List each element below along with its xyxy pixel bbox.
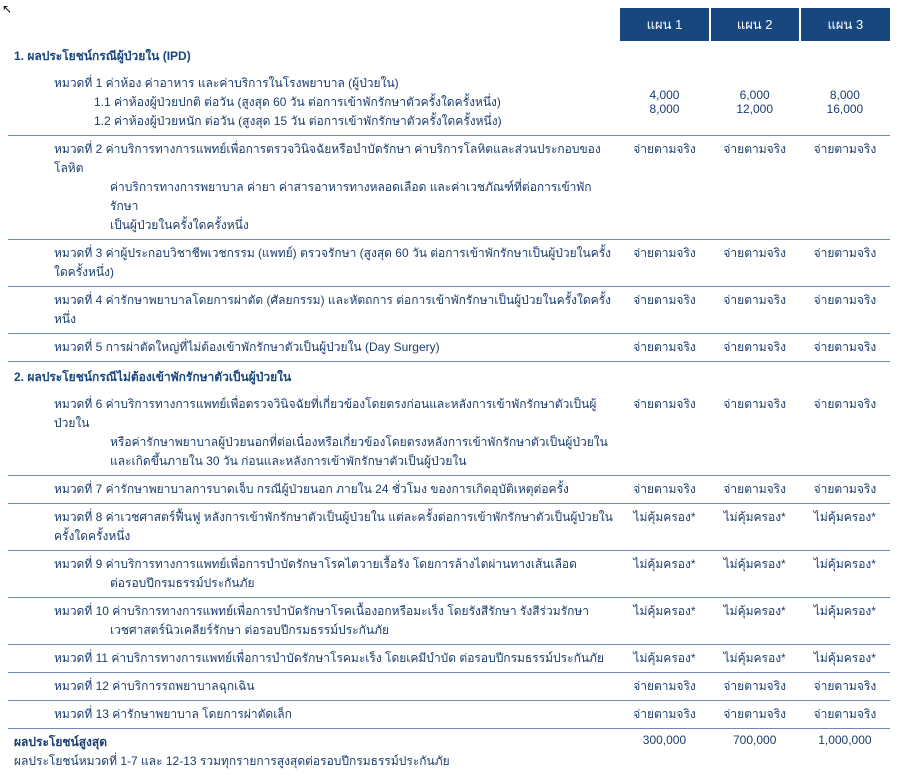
plan3-header: แผน 3 [800,8,890,41]
r1-p3a: 8,000 [806,88,884,102]
r8-p1: ไม่คุ้มครอง* [619,504,709,551]
r3-l1: หมวดที่ 3 ค่าผู้ประกอบวิชาชีพเวชกรรม (แพ… [14,244,613,282]
r5-p1: จ่ายตามจริง [619,334,709,362]
r6-l1: หมวดที่ 6 ค่าบริการทางการแพทย์เพื่อตรวจว… [14,395,613,433]
r12-p3: จ่ายตามจริง [800,673,890,701]
r13-p3: จ่ายตามจริง [800,701,890,729]
section-2: 2. ผลประโยชน์กรณีไม่ต้องเข้าพักรักษาตัวเ… [8,362,890,392]
r7-p3: จ่ายตามจริง [800,476,890,504]
row-12: หมวดที่ 12 ค่าบริการรถพยาบาลฉุกเฉิน จ่าย… [8,673,890,701]
row-6: หมวดที่ 6 ค่าบริการทางการแพทย์เพื่อตรวจว… [8,391,890,476]
row-1: หมวดที่ 1 ค่าห้อง ค่าอาหาร และค่าบริการใ… [8,70,890,136]
r4-p3: จ่ายตามจริง [800,287,890,334]
r11-p1: ไม่คุ้มครอง* [619,645,709,673]
r2-l3: เป็นผู้ป่วยในครั้งใดครั้งหนึ่ง [14,216,613,235]
r1-l1: หมวดที่ 1 ค่าห้อง ค่าอาหาร และค่าบริการใ… [14,74,613,93]
r5-p3: จ่ายตามจริง [800,334,890,362]
r2-p2: จ่ายตามจริง [710,136,800,240]
header-row: แผน 1 แผน 2 แผน 3 [8,8,890,41]
r12-p2: จ่ายตามจริง [710,673,800,701]
r1-l3: 1.2 ค่าห้องผู้ป่วยหนัก ต่อวัน (สูงสุด 15… [14,112,613,131]
row-max: ผลประโยชน์สูงสุด ผลประโยชน์หมวดที่ 1-7 แ… [8,729,890,776]
section-1-title: 1. ผลประโยชน์กรณีผู้ป่วยใน (IPD) [14,49,191,63]
row-2: หมวดที่ 2 ค่าบริการทางการแพทย์เพื่อการตร… [8,136,890,240]
r12-l1: หมวดที่ 12 ค่าบริการรถพยาบาลฉุกเฉิน [14,677,613,696]
max-p1: 300,000 [619,729,709,776]
r1-l2: 1.1 ค่าห้องผู้ป่วยปกติ ต่อวัน (สูงสุด 60… [14,93,613,112]
r4-p1: จ่ายตามจริง [619,287,709,334]
row-7: หมวดที่ 7 ค่ารักษาพยาบาลการบาดเจ็บ กรณีผ… [8,476,890,504]
section-1: 1. ผลประโยชน์กรณีผู้ป่วยใน (IPD) [8,41,890,70]
r11-p3: ไม่คุ้มครอง* [800,645,890,673]
plan2-header: แผน 2 [710,8,800,41]
blank-header [8,8,619,41]
r9-l1: หมวดที่ 9 ค่าบริการทางการแพทย์เพื่อการบำ… [14,555,613,574]
r3-p2: จ่ายตามจริง [710,240,800,287]
r2-p1: จ่ายตามจริง [619,136,709,240]
r9-l2: ต่อรอบปีกรมธรรม์ประกันภัย [14,574,613,593]
r9-p1: ไม่คุ้มครอง* [619,551,709,598]
row-10: หมวดที่ 10 ค่าบริการทางการแพทย์เพื่อการบ… [8,598,890,645]
r3-p3: จ่ายตามจริง [800,240,890,287]
r1-p1a: 4,000 [625,88,703,102]
r1-p3b: 16,000 [806,102,884,116]
cursor-icon: ↖ [2,2,12,16]
row-4: หมวดที่ 4 ค่ารักษาพยาบาลโดยการผ่าตัด (ศั… [8,287,890,334]
r9-p2: ไม่คุ้มครอง* [710,551,800,598]
r13-p1: จ่ายตามจริง [619,701,709,729]
r9-p3: ไม่คุ้มครอง* [800,551,890,598]
r10-p3: ไม่คุ้มครอง* [800,598,890,645]
max-sub: ผลประโยชน์หมวดที่ 1-7 และ 12-13 รวมทุกรา… [14,754,450,768]
r1-p2b: 12,000 [716,102,794,116]
r12-p1: จ่ายตามจริง [619,673,709,701]
row-9: หมวดที่ 9 ค่าบริการทางการแพทย์เพื่อการบำ… [8,551,890,598]
max-title: ผลประโยชน์สูงสุด [14,735,107,749]
row-8: หมวดที่ 8 ค่าเวชศาสตร์ฟื้นฟู หลังการเข้า… [8,504,890,551]
r13-l1: หมวดที่ 13 ค่ารักษาพยาบาล โดยการผ่าตัดเล… [14,705,613,724]
r11-l1: หมวดที่ 11 ค่าบริการทางการแพทย์เพื่อการบ… [14,649,613,668]
r5-l1: หมวดที่ 5 การผ่าตัดใหญ่ที่ไม่ต้องเข้าพัก… [14,338,613,357]
row-13: หมวดที่ 13 ค่ารักษาพยาบาล โดยการผ่าตัดเล… [8,701,890,729]
max-p2: 700,000 [710,729,800,776]
row-5: หมวดที่ 5 การผ่าตัดใหญ่ที่ไม่ต้องเข้าพัก… [8,334,890,362]
r3-p1: จ่ายตามจริง [619,240,709,287]
r4-p2: จ่ายตามจริง [710,287,800,334]
r4-l1: หมวดที่ 4 ค่ารักษาพยาบาลโดยการผ่าตัด (ศั… [14,291,613,329]
r7-l1: หมวดที่ 7 ค่ารักษาพยาบาลการบาดเจ็บ กรณีผ… [14,480,613,499]
r11-p2: ไม่คุ้มครอง* [710,645,800,673]
r5-p2: จ่ายตามจริง [710,334,800,362]
section-2-title: 2. ผลประโยชน์กรณีไม่ต้องเข้าพักรักษาตัวเ… [14,370,291,384]
row-11: หมวดที่ 11 ค่าบริการทางการแพทย์เพื่อการบ… [8,645,890,673]
r7-p1: จ่ายตามจริง [619,476,709,504]
r1-p2a: 6,000 [716,88,794,102]
benefits-table: แผน 1 แผน 2 แผน 3 1. ผลประโยชน์กรณีผู้ป่… [8,8,890,775]
r6-p2: จ่ายตามจริง [710,391,800,476]
r13-p2: จ่ายตามจริง [710,701,800,729]
r2-l1: หมวดที่ 2 ค่าบริการทางการแพทย์เพื่อการตร… [14,140,613,178]
r6-p3: จ่ายตามจริง [800,391,890,476]
r8-p3: ไม่คุ้มครอง* [800,504,890,551]
r10-p1: ไม่คุ้มครอง* [619,598,709,645]
r2-p3: จ่ายตามจริง [800,136,890,240]
r2-l2: ค่าบริการทางการพยาบาล ค่ายา ค่าสารอาหารท… [14,178,613,216]
r8-p2: ไม่คุ้มครอง* [710,504,800,551]
r10-l2: เวชศาสตร์นิวเคลียร์รักษา ต่อรอบปีกรมธรรม… [14,621,613,640]
max-p3: 1,000,000 [800,729,890,776]
plan1-header: แผน 1 [619,8,709,41]
r6-l2: หรือค่ารักษาพยาบาลผู้ป่วยนอกที่ต่อเนื่อง… [14,433,613,452]
r10-p2: ไม่คุ้มครอง* [710,598,800,645]
r1-p1b: 8,000 [625,102,703,116]
r7-p2: จ่ายตามจริง [710,476,800,504]
r6-p1: จ่ายตามจริง [619,391,709,476]
r6-l3: และเกิดขึ้นภายใน 30 วัน ก่อนและหลังการเข… [14,452,613,471]
r8-l1: หมวดที่ 8 ค่าเวชศาสตร์ฟื้นฟู หลังการเข้า… [14,508,613,546]
row-3: หมวดที่ 3 ค่าผู้ประกอบวิชาชีพเวชกรรม (แพ… [8,240,890,287]
r10-l1: หมวดที่ 10 ค่าบริการทางการแพทย์เพื่อการบ… [14,602,613,621]
